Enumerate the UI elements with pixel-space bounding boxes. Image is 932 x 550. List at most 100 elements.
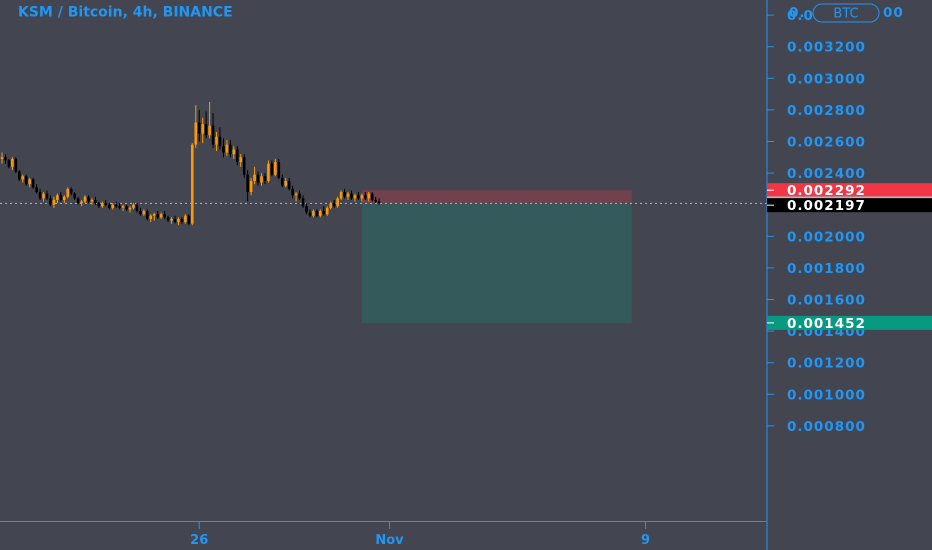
price-tick-label: 0.003200 <box>787 40 866 56</box>
candle <box>329 201 332 210</box>
candle <box>253 166 256 185</box>
candles <box>0 102 381 226</box>
candle <box>59 192 63 202</box>
candle <box>97 201 101 208</box>
candle <box>204 111 208 139</box>
candle <box>87 195 90 204</box>
short-position-tool[interactable] <box>361 190 632 323</box>
candle <box>374 196 377 204</box>
currency-badge[interactable]: 0. 00 BTC <box>789 3 904 23</box>
candle <box>319 209 322 218</box>
candle <box>7 158 11 169</box>
candle <box>101 201 104 208</box>
candle <box>21 174 25 183</box>
candle <box>184 214 187 224</box>
candle <box>294 192 298 202</box>
candle <box>315 209 319 218</box>
take-profit-zone[interactable] <box>361 203 632 323</box>
candle <box>274 158 277 177</box>
candle <box>180 217 184 224</box>
candle <box>270 160 274 177</box>
candle <box>73 192 76 200</box>
price-tick-label: 0.001600 <box>787 293 866 309</box>
candle <box>308 209 312 218</box>
time-tick-label: 26 <box>190 533 208 548</box>
candle <box>139 207 142 216</box>
candle <box>357 192 360 200</box>
candle <box>301 195 305 208</box>
candle <box>197 109 201 142</box>
candle <box>114 201 118 208</box>
candle <box>163 211 166 219</box>
candle <box>336 196 339 208</box>
candle <box>325 206 329 216</box>
candle <box>69 187 73 196</box>
candle <box>159 212 163 219</box>
candle <box>239 154 243 167</box>
candle <box>339 190 343 200</box>
candle <box>346 192 350 200</box>
candle <box>249 177 253 196</box>
candle <box>173 215 177 224</box>
price-tick-label: 0.002000 <box>787 229 866 245</box>
price-tag: 0.002292 <box>767 183 932 199</box>
candle <box>360 193 364 202</box>
candle <box>211 113 215 148</box>
candle <box>149 214 153 223</box>
price-axis-top-label-end: 00 <box>883 5 904 21</box>
candle <box>128 206 132 213</box>
candle <box>62 195 66 204</box>
candle <box>107 203 111 210</box>
price-tick-label: 0.001800 <box>787 261 866 277</box>
price-tick-label: 0.001200 <box>787 356 866 372</box>
candle <box>280 174 284 188</box>
price-tick-label: 0.002600 <box>787 135 866 151</box>
candle <box>322 206 326 216</box>
candle <box>14 157 18 174</box>
candle <box>118 203 121 210</box>
candle <box>263 173 267 185</box>
candle <box>235 146 239 166</box>
candle <box>94 196 97 205</box>
candle <box>201 117 204 144</box>
candle <box>76 196 80 205</box>
candle <box>256 171 260 186</box>
candle <box>364 192 367 200</box>
candle <box>35 184 38 194</box>
candle <box>218 127 222 150</box>
candle <box>277 158 281 180</box>
candle <box>191 143 194 226</box>
candle <box>18 169 21 181</box>
price-tag: 0.001452 <box>767 315 932 332</box>
candle <box>246 169 249 202</box>
candle <box>377 198 381 205</box>
price-axis-top-label: 0. <box>789 5 806 21</box>
chart-title: KSM / Bitcoin, 4h, BINANCE <box>18 5 233 21</box>
candle <box>38 188 42 200</box>
candle <box>121 204 125 212</box>
candle <box>166 215 170 223</box>
candle <box>45 190 49 200</box>
candle <box>4 154 7 164</box>
candle <box>208 102 211 139</box>
candle <box>28 177 31 188</box>
candle <box>0 152 4 164</box>
candle <box>125 204 128 212</box>
svg-text:0.002292: 0.002292 <box>787 183 866 199</box>
candle <box>52 196 56 208</box>
candle <box>291 185 294 199</box>
candle <box>353 193 357 202</box>
price-tick-label: 0.002800 <box>787 103 866 119</box>
candle <box>104 199 108 207</box>
candle <box>56 193 59 204</box>
candle <box>305 203 308 215</box>
time-axis[interactable]: 26 Nov 9 <box>190 521 650 549</box>
candle <box>142 209 146 216</box>
candle <box>367 192 371 202</box>
candle <box>24 174 28 186</box>
stop-loss-zone[interactable] <box>361 190 632 204</box>
price-tick-label: 0.000800 <box>787 419 866 435</box>
